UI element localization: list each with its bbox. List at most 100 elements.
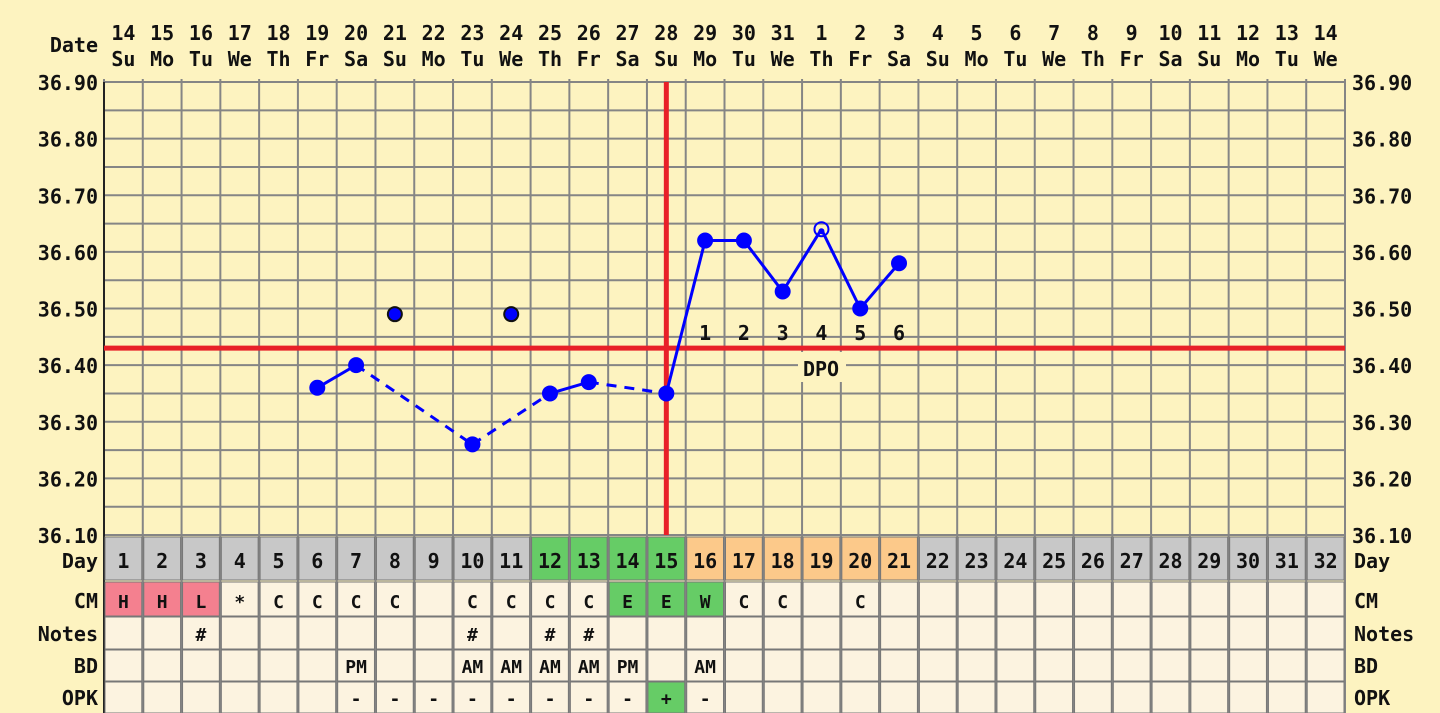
cell-days-value: 16 <box>693 549 717 573</box>
cell-bd-value: AM <box>500 657 522 678</box>
cell-days-value: 27 <box>1120 549 1144 573</box>
cell-opk <box>686 681 724 713</box>
cell-opk <box>104 681 143 713</box>
cell-cm <box>1035 581 1074 617</box>
cell-bd <box>880 649 918 682</box>
cell-notes <box>686 616 724 650</box>
weekday-label: Su <box>383 47 407 71</box>
cell-days <box>608 536 647 581</box>
weekday-label: We <box>1042 47 1066 71</box>
date-label: 19 <box>305 21 329 45</box>
weekday-label: Th <box>538 47 562 71</box>
temperature-point <box>464 436 481 453</box>
cell-days-value: 7 <box>350 549 362 573</box>
weekday-label: Su <box>1197 47 1221 71</box>
cell-days <box>841 536 880 581</box>
y-tick-label-right: 36.50 <box>1352 298 1412 322</box>
cell-cm <box>259 581 298 617</box>
date-label: 30 <box>732 21 756 45</box>
cell-days-value: 8 <box>389 549 401 573</box>
cell-cm <box>1267 581 1306 617</box>
cell-notes <box>1267 616 1306 650</box>
temperature-point-open <box>813 221 830 238</box>
cell-opk <box>802 681 841 713</box>
cell-notes <box>647 616 686 650</box>
cell-days-value: 12 <box>538 549 562 573</box>
weekday-label: Tu <box>1003 47 1027 71</box>
cell-opk <box>1190 681 1229 713</box>
weekday-label: We <box>499 47 523 71</box>
cell-days-value: 11 <box>499 549 523 573</box>
cell-cm-value: L <box>196 592 207 613</box>
cell-bd <box>337 649 375 682</box>
cell-cm-value: C <box>738 592 749 613</box>
dpo-number: 1 <box>699 321 711 345</box>
cell-bd <box>220 649 259 682</box>
date-label: 17 <box>228 21 252 45</box>
cell-bd <box>1229 649 1267 682</box>
cell-days-value: 6 <box>311 549 323 573</box>
cell-notes <box>802 616 841 650</box>
cell-notes <box>763 616 802 650</box>
cell-days-value: 17 <box>732 549 756 573</box>
cell-days <box>1267 536 1306 581</box>
cell-days-value: 9 <box>428 549 440 573</box>
cell-cm-value: C <box>312 592 323 613</box>
cell-opk <box>608 681 647 713</box>
cell-cm-value: E <box>622 592 633 613</box>
cell-bd <box>492 649 531 682</box>
cell-cm-value: C <box>351 592 362 613</box>
y-tick-label-left: 36.10 <box>38 524 98 548</box>
cell-cm <box>337 581 375 617</box>
cell-cm <box>182 581 220 617</box>
weekday-label: Tu <box>189 47 213 71</box>
cell-days-value: 23 <box>965 549 989 573</box>
cell-bd <box>841 649 880 682</box>
dpo-number: 5 <box>854 321 866 345</box>
cell-notes <box>1306 616 1345 650</box>
date-label: 7 <box>1048 21 1060 45</box>
cell-notes <box>1151 616 1190 650</box>
cell-days <box>220 536 259 581</box>
cell-days <box>1306 536 1345 581</box>
cell-cm <box>725 581 763 617</box>
cell-cm-value: W <box>700 592 711 613</box>
cell-notes <box>725 616 763 650</box>
row-label-right-cm: CM <box>1354 589 1378 613</box>
y-tick-label-left: 36.20 <box>38 467 98 491</box>
cell-days-value: 31 <box>1275 549 1299 573</box>
cell-days <box>802 536 841 581</box>
weekday-label: Sa <box>1158 47 1182 71</box>
cell-cm-value: C <box>777 592 788 613</box>
cell-opk <box>1229 681 1267 713</box>
y-tick-label-right: 36.60 <box>1352 241 1412 265</box>
cell-cm <box>143 581 182 617</box>
row-label-cm: CM <box>74 589 98 613</box>
temperature-line-dashed <box>588 380 667 395</box>
cell-bd <box>1035 649 1074 682</box>
cell-cm <box>957 581 996 617</box>
cell-cm <box>996 581 1035 617</box>
cell-notes-value: # <box>583 625 594 646</box>
cell-cm-value: C <box>273 592 284 613</box>
y-tick-label-right: 36.70 <box>1352 184 1412 208</box>
date-label: 1 <box>815 21 827 45</box>
cell-opk-value: - <box>700 689 711 710</box>
cell-bd <box>1112 649 1151 682</box>
cell-days-value: 3 <box>195 549 207 573</box>
cell-notes <box>1035 616 1074 650</box>
cell-days <box>763 536 802 581</box>
cell-notes <box>996 616 1035 650</box>
weekday-label: Fr <box>1120 47 1144 71</box>
cell-notes <box>414 616 453 650</box>
cell-days <box>725 536 763 581</box>
cell-days <box>918 536 957 581</box>
cell-notes <box>104 616 143 650</box>
cell-bd <box>802 649 841 682</box>
cell-days <box>414 536 453 581</box>
y-tick-label-right: 36.40 <box>1352 354 1412 378</box>
cell-opk-value: - <box>351 689 362 710</box>
cell-notes-value: # <box>196 625 207 646</box>
date-label: 20 <box>344 21 368 45</box>
cell-bd <box>453 649 492 682</box>
